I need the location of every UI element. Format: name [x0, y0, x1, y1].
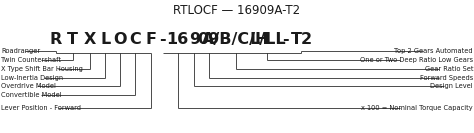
Text: Lever Position - Forward: Lever Position - Forward — [1, 105, 81, 111]
Text: O: O — [114, 32, 127, 47]
Text: F: F — [145, 32, 156, 47]
Text: Low-Inertia Design: Low-Inertia Design — [1, 75, 63, 81]
Text: T: T — [67, 32, 78, 47]
Text: -: - — [283, 32, 289, 47]
Text: R: R — [50, 32, 62, 47]
Text: 9: 9 — [189, 32, 200, 47]
Text: Forward Speeds: Forward Speeds — [420, 75, 473, 81]
Text: L/LL: L/LL — [249, 32, 286, 47]
Text: Convertible Model: Convertible Model — [1, 92, 62, 98]
Text: RTLOCF — 16909A-T2: RTLOCF — 16909A-T2 — [173, 4, 301, 17]
Text: T2: T2 — [291, 32, 312, 47]
Text: Overdrive Model: Overdrive Model — [1, 83, 56, 90]
Text: 16: 16 — [167, 32, 189, 47]
Text: X Type Shift Bar Housing: X Type Shift Bar Housing — [1, 66, 83, 72]
Text: A/B/C/H: A/B/C/H — [202, 32, 269, 47]
Text: 09: 09 — [198, 32, 219, 47]
Text: One or Two Deep Ratio Low Gears: One or Two Deep Ratio Low Gears — [360, 57, 473, 63]
Text: x 100 = Nominal Torque Capacity: x 100 = Nominal Torque Capacity — [362, 105, 473, 111]
Text: Top 2 Gears Automated: Top 2 Gears Automated — [394, 48, 473, 54]
Text: Roadranger: Roadranger — [1, 48, 40, 54]
Text: Twin Countershaft: Twin Countershaft — [1, 57, 61, 63]
Text: -: - — [159, 32, 166, 47]
Text: Design Level: Design Level — [430, 83, 473, 90]
Text: X: X — [84, 32, 96, 47]
Text: Gear Ratio Set: Gear Ratio Set — [425, 66, 473, 72]
Text: C: C — [129, 32, 141, 47]
Text: L: L — [100, 32, 110, 47]
